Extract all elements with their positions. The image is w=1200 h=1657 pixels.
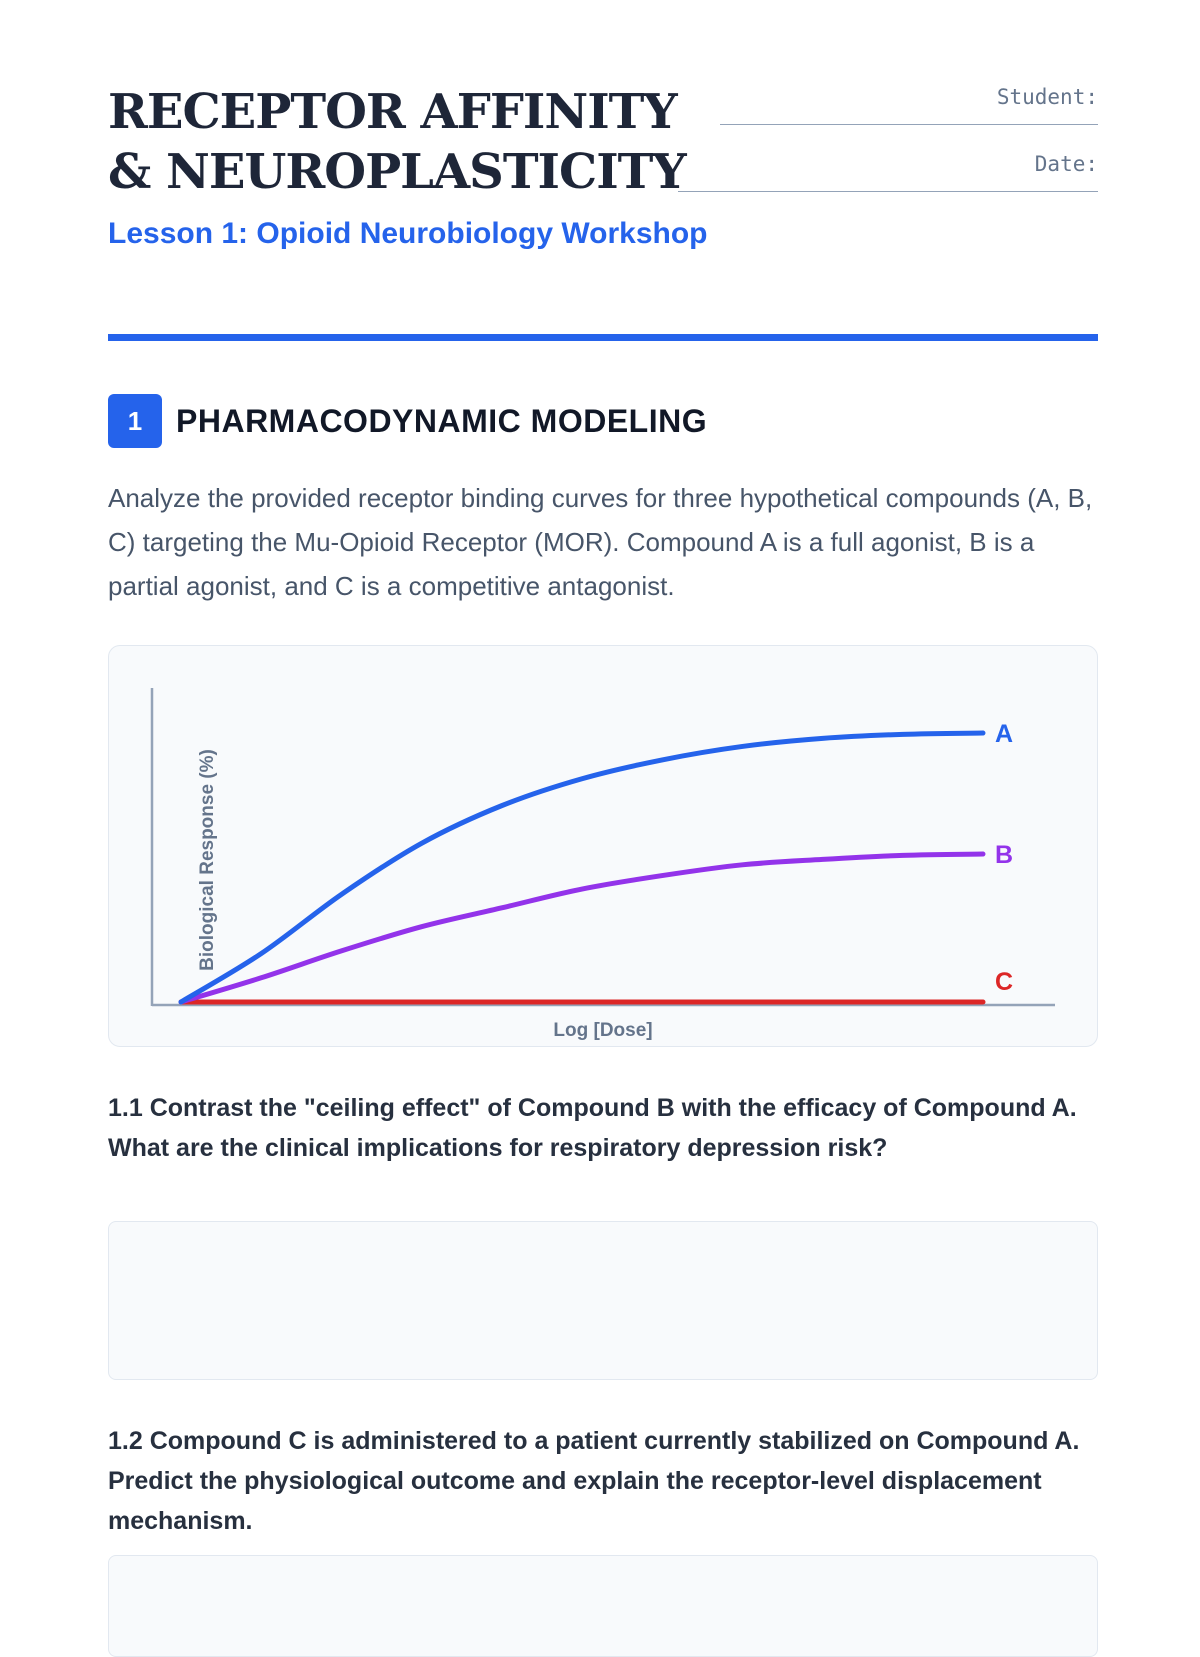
section-number-badge: 1 [108,394,162,448]
series-label-a: A [995,720,1013,748]
student-fields: Student: Date: [658,82,1098,192]
worksheet-header: RECEPTOR AFFINITY & NEUROPLASTICITY Less… [108,82,1098,342]
section-title: PHARMACODYNAMIC MODELING [176,402,708,439]
binding-curve-chart: Biological Response (%) Log [Dose] A B C [150,688,1055,1041]
answer-box-1-2[interactable] [108,1555,1098,1657]
question-1-1: 1.1 Contrast the "ceiling effect" of Com… [108,1094,1077,1162]
lesson-subtitle: Lesson 1: Opioid Neurobiology Workshop [108,217,708,250]
question-1-2: 1.2 Compound C is administered to a pati… [108,1427,1080,1535]
section-intro: Analyze the provided receptor binding cu… [108,483,1093,601]
binding-curve-chart-card: Biological Response (%) Log [Dose] A B C [108,645,1098,1047]
page-title: RECEPTOR AFFINITY & NEUROPLASTICITY [108,84,687,200]
series-label-b: B [995,841,1013,869]
worksheet-page: RECEPTOR AFFINITY & NEUROPLASTICITY Less… [108,82,1098,1657]
student-label: Student: [996,85,1098,109]
header-divider [108,334,1098,341]
series-line-b [178,851,986,1005]
answer-box-1-1[interactable] [108,1221,1098,1380]
series-label-c: C [995,968,1013,996]
student-name-field[interactable] [720,124,1098,125]
date-label: Date: [1034,152,1098,176]
date-field[interactable] [678,191,1098,192]
section-heading: 1 PHARMACODYNAMIC MODELING [108,394,707,448]
title-block: RECEPTOR AFFINITY & NEUROPLASTICITY Less… [108,82,708,257]
series-line-a [178,730,986,1005]
x-axis-label: Log [Dose] [553,1020,652,1041]
series-layer: A B C [178,720,1013,1005]
y-axis-label: Biological Response (%) [197,749,218,971]
